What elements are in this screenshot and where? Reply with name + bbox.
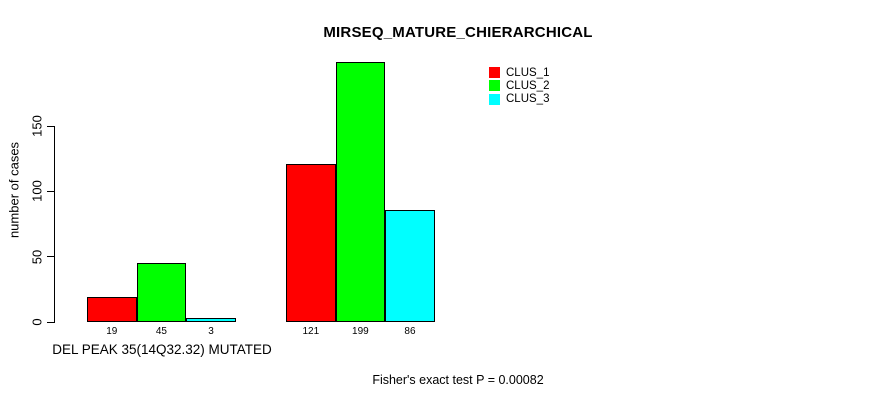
bar-value-label: 45: [155, 326, 167, 337]
y-axis-tick-label: 150: [29, 115, 45, 137]
y-axis-tick-label: 50: [29, 249, 45, 264]
legend: CLUS_1 CLUS_2 CLUS_3: [489, 66, 549, 106]
y-axis-tick: [47, 125, 55, 127]
bar-value-label: 199: [352, 326, 369, 337]
legend-item-clus_1: CLUS_1: [489, 66, 549, 79]
y-axis-line: [54, 126, 55, 323]
chart-title: MIRSEQ_MATURE_CHIERARCHICAL: [323, 24, 593, 41]
bar-value-label: 121: [302, 326, 320, 337]
y-axis-tick: [47, 190, 55, 192]
bar-value-label: 86: [404, 326, 416, 337]
y-axis-tick-label: 100: [29, 180, 45, 203]
legend-item-clus_3: CLUS_3: [489, 93, 549, 106]
x-axis-group-label: DEL PEAK 35(14Q32.32) MUTATED: [52, 342, 272, 357]
legend-swatch-icon: [489, 67, 500, 79]
legend-swatch-icon: [489, 80, 500, 92]
bar-clus_3-group1: [186, 318, 236, 322]
bar-clus_3-group2: [385, 209, 435, 322]
bar-value-label: 19: [106, 326, 118, 337]
y-axis-label: number of cases: [6, 141, 22, 239]
y-axis-tick-label: 0: [29, 318, 45, 326]
y-axis-tick: [47, 321, 55, 323]
bar-clus_2-group2: [335, 61, 386, 322]
legend-swatch-icon: [489, 93, 500, 105]
bar-clus_2-group1: [136, 263, 187, 322]
bar-clus_1-group2: [286, 163, 336, 322]
legend-label: CLUS_1: [506, 66, 550, 79]
y-axis-tick: [47, 256, 55, 258]
bar-value-label: 3: [208, 326, 214, 337]
footer-annotation: Fisher's exact test P = 0.00082: [372, 373, 544, 387]
legend-label: CLUS_3: [506, 93, 550, 106]
legend-label: CLUS_2: [506, 79, 550, 92]
bar-clus_1-group1: [87, 297, 137, 322]
legend-item-clus_2: CLUS_2: [489, 79, 549, 92]
